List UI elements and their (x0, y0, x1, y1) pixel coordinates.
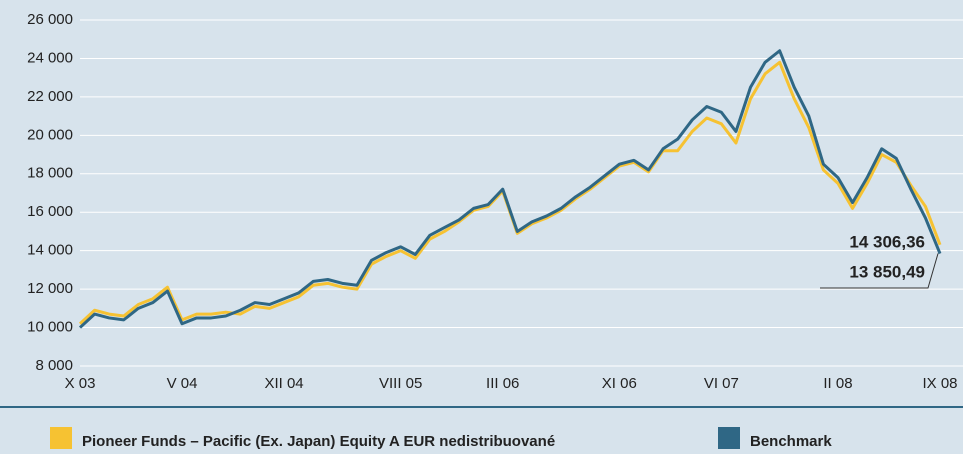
y-tick-label: 12 000 (27, 280, 73, 297)
y-tick-label: 18 000 (27, 165, 73, 182)
y-tick-label: 16 000 (27, 203, 73, 220)
x-tick-label: V 04 (167, 375, 198, 392)
x-tick-label: VIII 05 (379, 375, 422, 392)
x-tick-label: IX 08 (922, 375, 957, 392)
y-tick-label: 20 000 (27, 126, 73, 143)
y-tick-label: 22 000 (27, 88, 73, 105)
y-tick-label: 14 000 (27, 242, 73, 259)
x-tick-label: X 03 (65, 375, 96, 392)
legend-swatch (718, 427, 740, 449)
series-line (78, 49, 942, 329)
leader-line (820, 253, 939, 289)
x-tick-label: II 08 (823, 375, 852, 392)
y-tick-label: 24 000 (27, 49, 73, 66)
legend-label: Benchmark (750, 433, 832, 450)
x-tick-label: XII 04 (264, 375, 303, 392)
y-tick-label: 8 000 (35, 357, 73, 374)
x-tick-label: XI 06 (602, 375, 637, 392)
y-tick-label: 26 000 (27, 11, 73, 28)
x-tick-label: VI 07 (704, 375, 739, 392)
legend-swatch (50, 427, 72, 449)
y-tick-label: 10 000 (27, 319, 73, 336)
x-tick-label: III 06 (486, 375, 519, 392)
value-label: 13 850,49 (849, 262, 925, 281)
value-label: 14 306,36 (849, 232, 925, 251)
legend-label: Pioneer Funds – Pacific (Ex. Japan) Equi… (82, 433, 555, 450)
